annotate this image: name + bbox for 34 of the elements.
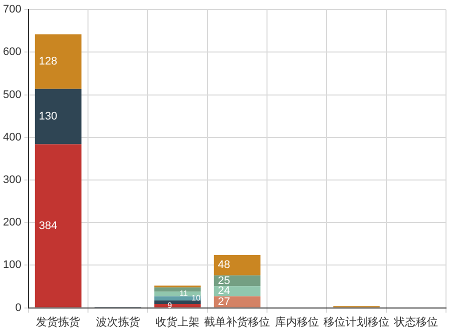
bar (154, 300, 201, 304)
bar (34, 34, 82, 89)
bar (154, 304, 201, 308)
bar (154, 287, 201, 292)
data-label: 384 (38, 220, 58, 232)
x-tick-label: 截单补货移位 (204, 315, 270, 328)
bar (214, 286, 260, 296)
x-tick-label: 收货上架 (156, 315, 200, 328)
x-tick-label: 状态移位 (393, 315, 438, 328)
y-tick-label: 200 (2, 216, 22, 229)
x-tick-label: 移位计划移位 (324, 315, 390, 328)
data-label: 11 (180, 289, 188, 298)
y-tick-label: 700 (2, 4, 22, 16)
data-label: 24 (218, 285, 230, 298)
data-label: 25 (218, 274, 230, 287)
bar (214, 296, 260, 308)
y-tick-label: 600 (2, 46, 22, 58)
data-label: 48 (218, 259, 230, 272)
y-tick-label: 0 (15, 302, 22, 314)
data-label: 130 (38, 110, 58, 123)
y-tick-label: 500 (2, 88, 22, 101)
bar (214, 254, 260, 276)
x-tick-label: 发货拣货 (36, 315, 80, 328)
x-tick-label: 库内移位 (274, 315, 319, 328)
x-tick-label: 波次拣货 (96, 315, 140, 328)
bar (34, 88, 82, 144)
y-tick-label: 100 (2, 259, 22, 272)
y-tick-label: 400 (2, 131, 22, 144)
data-label: 10 (192, 294, 201, 303)
bar (34, 144, 82, 308)
data-label: 128 (38, 56, 58, 68)
data-label: 27 (218, 296, 230, 308)
bar (154, 292, 201, 296)
y-tick-label: 300 (2, 174, 22, 186)
